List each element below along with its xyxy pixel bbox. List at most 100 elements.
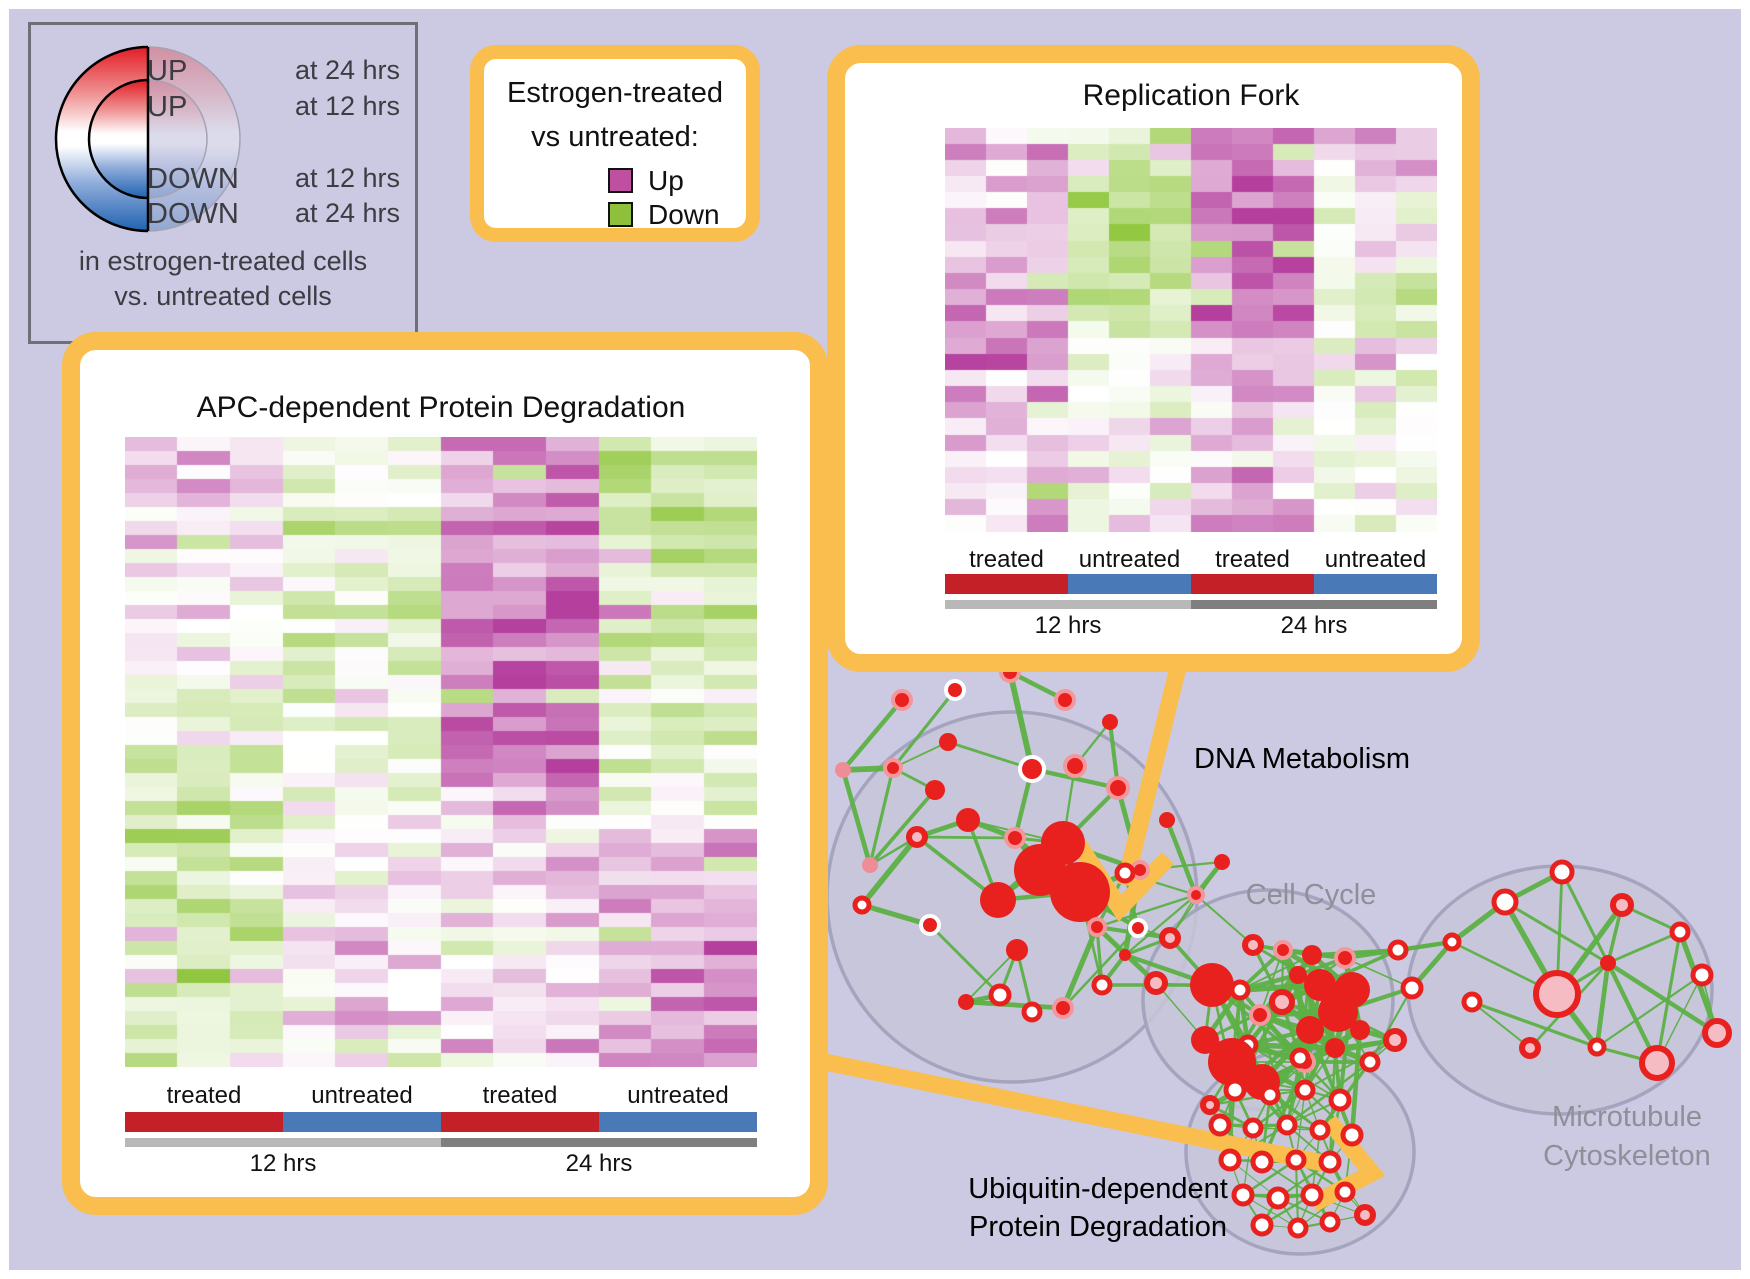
gene-node xyxy=(1669,921,1691,943)
gene-node xyxy=(1340,1123,1364,1147)
ring-legend-dir-up24: UP xyxy=(147,55,188,87)
network-edge xyxy=(915,835,1017,840)
gene-node xyxy=(883,758,903,778)
apc-untreated-bar-1 xyxy=(283,1112,441,1132)
gene-node xyxy=(1102,714,1118,730)
network-edge xyxy=(1123,893,1198,957)
gene-node xyxy=(1018,755,1046,783)
gene-node xyxy=(1289,1047,1311,1069)
apc-time-bar-0 xyxy=(125,1138,441,1147)
gene-node xyxy=(958,994,974,1010)
gene-node xyxy=(1114,862,1136,884)
gene-node xyxy=(988,983,1012,1007)
gene-node xyxy=(1325,1038,1345,1058)
gene-node xyxy=(1702,1018,1732,1048)
gene-node xyxy=(1549,859,1575,885)
ring-legend-dir-down24: DOWN xyxy=(147,198,239,230)
microtubule-label-line1: Microtubule xyxy=(1552,1101,1702,1133)
network-edge xyxy=(1368,986,1414,1064)
network-edge xyxy=(1594,960,1611,1050)
gene-node xyxy=(1087,917,1107,937)
ring-legend-dir-down12: DOWN xyxy=(147,163,239,195)
rf-group-label-0: treated xyxy=(969,546,1044,573)
ring-legend-caption-line2: vs. untreated cells xyxy=(114,281,332,311)
up-color-swatch-icon xyxy=(608,168,633,193)
rf-treated-bar-2 xyxy=(1191,574,1314,594)
network-edge xyxy=(1029,766,1121,791)
apc-group-label-1: untreated xyxy=(311,1082,413,1109)
gene-node xyxy=(891,689,913,711)
gene-node xyxy=(1350,1020,1370,1040)
gene-node xyxy=(1021,1001,1043,1023)
gene-node xyxy=(1285,1149,1307,1171)
ring-legend-caption-line1: in estrogen-treated cells xyxy=(78,246,368,276)
apc-group-label-3: untreated xyxy=(627,1082,729,1109)
updown-legend-title-line1: Estrogen-treated xyxy=(506,77,723,109)
rf-untreated-bar-1 xyxy=(1068,574,1191,594)
apc-untreated-bar-3 xyxy=(599,1112,757,1132)
network-edge xyxy=(1470,1000,1599,1049)
gene-node xyxy=(1294,1079,1316,1101)
updown-legend-title-line2: vs untreated: xyxy=(531,121,699,153)
gene-node xyxy=(1052,997,1074,1019)
dna-metabolism-label: DNA Metabolism xyxy=(1194,743,1410,775)
gene-node xyxy=(835,762,851,778)
gene-node xyxy=(1309,1119,1331,1141)
network-edge xyxy=(868,766,895,867)
gene-node xyxy=(1106,776,1130,800)
apc-time-label-0: 12 hrs xyxy=(249,1150,317,1177)
gene-node xyxy=(1491,888,1519,916)
gene-node xyxy=(1231,1183,1255,1207)
network-edge xyxy=(1595,973,1704,1049)
gene-node xyxy=(1187,886,1205,904)
apc-treated-bar-2 xyxy=(441,1112,599,1132)
gene-node xyxy=(1461,991,1483,1013)
gene-node xyxy=(1249,1004,1271,1026)
network-edge xyxy=(1344,957,1413,989)
network-edge xyxy=(1251,1088,1307,1130)
ubiquitin-label-line1: Ubiquitin-dependent xyxy=(968,1173,1228,1205)
network-edge xyxy=(868,788,937,867)
gene-node xyxy=(1587,1037,1607,1057)
gene-node xyxy=(862,857,878,873)
gene-node xyxy=(1119,949,1131,961)
network-edge xyxy=(965,949,1018,1003)
panel-link-arrow-shaft-1 xyxy=(803,1049,1325,1172)
network-edge xyxy=(928,923,1002,997)
gene-node xyxy=(1128,918,1148,938)
network-edge xyxy=(1606,930,1682,965)
rf-time-label-0: 12 hrs xyxy=(1034,612,1102,639)
rf-group-label-3: untreated xyxy=(1324,546,1427,573)
network-edge xyxy=(1239,954,1313,991)
gene-node xyxy=(1304,969,1336,1001)
gene-node xyxy=(1250,1150,1274,1174)
network-edge xyxy=(1605,960,1660,1066)
gene-node xyxy=(1200,1095,1220,1115)
gene-node xyxy=(1318,992,1358,1032)
down-color-swatch-icon xyxy=(608,202,633,227)
gene-node xyxy=(1318,1150,1342,1174)
updown-legend-up-label: Up xyxy=(648,165,684,196)
gene-node xyxy=(1242,934,1264,956)
ring-gradient-icon xyxy=(54,45,241,233)
gene-node xyxy=(1639,1045,1675,1081)
gene-node xyxy=(1159,927,1181,949)
network-edge xyxy=(1471,1001,1531,1049)
network-edge xyxy=(1095,893,1198,929)
network-edge xyxy=(1605,960,1720,1036)
gene-node xyxy=(1218,1148,1242,1172)
gene-node xyxy=(1354,1204,1376,1226)
gene-node xyxy=(1519,1037,1541,1059)
gene-node xyxy=(919,914,941,936)
rf-untreated-bar-3 xyxy=(1314,574,1437,594)
gene-node xyxy=(1269,989,1295,1015)
gene-node xyxy=(939,733,957,751)
gene-node xyxy=(1690,963,1714,987)
network-edge xyxy=(1503,900,1610,965)
ring-legend-time-12b: at 12 hrs xyxy=(294,163,400,193)
gene-node xyxy=(1223,1078,1247,1102)
network-edge xyxy=(946,740,1034,771)
ring-legend-time-12a: at 12 hrs xyxy=(294,91,400,121)
